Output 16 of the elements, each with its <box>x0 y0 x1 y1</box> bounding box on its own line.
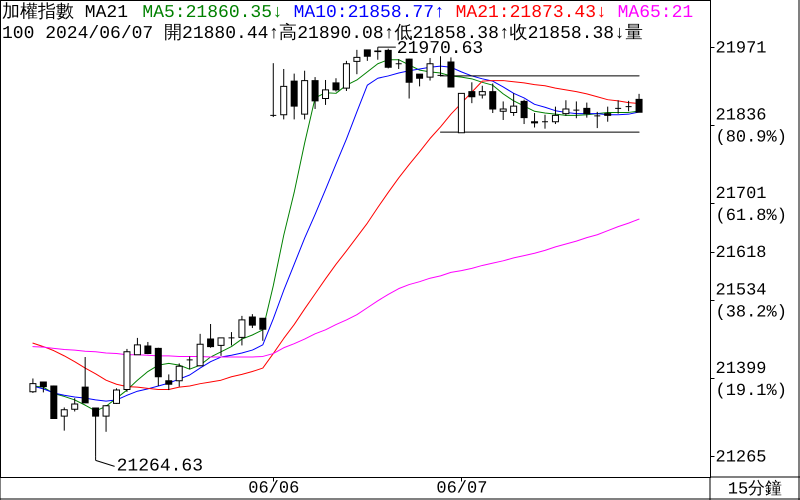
chart-title: 加權指數 MA21 <box>2 2 128 23</box>
x-tick-label: 06/06 <box>248 480 300 498</box>
y-tick-label: 21399 (19.1%) <box>716 360 787 401</box>
y-tick-label: 21618 <box>716 244 767 264</box>
y-tick-label: 21701 (61.8%) <box>716 184 787 226</box>
annotation: 21264.63 <box>116 456 204 476</box>
y-tick-label: 21534 (38.2%) <box>716 282 787 323</box>
y-tick-label: 21836 (80.9%) <box>716 106 787 148</box>
text: MA21:21873.43↓ <box>456 3 607 23</box>
y-tick-label: 21265 <box>716 448 767 468</box>
x-tick-label: 06/07 <box>436 480 488 498</box>
text: MA10:21858.77↑ <box>294 3 445 23</box>
y-tick-label: 21971 <box>716 39 767 58</box>
text: MA5:21860.35↓ <box>142 3 283 23</box>
x-axis-title: 15分鐘 <box>728 480 782 500</box>
text: MA65:21 <box>618 3 694 23</box>
